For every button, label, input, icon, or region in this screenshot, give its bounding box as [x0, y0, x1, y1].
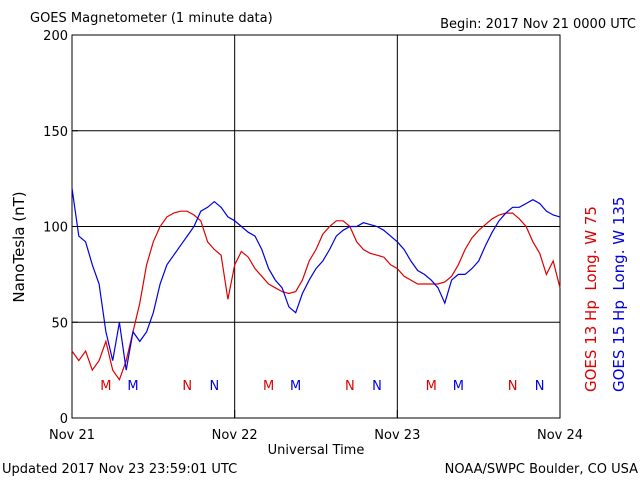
x-tick-label: Nov 23: [374, 428, 420, 443]
annotation: N: [345, 379, 355, 394]
footer-left: Updated 2017 Nov 23 23:59:01 UTC: [2, 462, 237, 477]
annotation: N: [182, 379, 192, 394]
y-tick-label: 0: [60, 412, 68, 427]
plot-frame: [71, 34, 561, 419]
y-axis-label: NanoTesla (nT): [10, 191, 28, 302]
annotation: N: [209, 379, 219, 394]
annotation: N: [372, 379, 382, 394]
annotation: N: [508, 379, 518, 394]
annotation: N: [535, 379, 545, 394]
annotation: M: [290, 379, 301, 394]
x-tick-label: Nov 22: [212, 428, 258, 443]
chart-subtitle: Begin: 2017 Nov 21 0000 UTC: [440, 17, 636, 32]
annotation: M: [426, 379, 437, 394]
legend-label: GOES 13 Hp Long. W 75: [582, 206, 600, 392]
x-tick-label: Nov 24: [537, 428, 583, 443]
annotation: M: [263, 379, 274, 394]
y-tick-label: 200: [43, 29, 68, 44]
y-tick-label: 100: [43, 221, 68, 236]
x-axis-label: Universal Time: [268, 443, 365, 458]
x-tick-label: Nov 21: [49, 428, 95, 443]
legend-label: GOES 15 Hp Long. W 135: [610, 197, 628, 392]
series-line: [71, 188, 561, 371]
annotation: M: [127, 379, 138, 394]
annotation: M: [100, 379, 111, 394]
chart-title: GOES Magnetometer (1 minute data): [30, 11, 273, 26]
series-line: [71, 210, 561, 381]
footer-right: NOAA/SWPC Boulder, CO USA: [445, 462, 638, 477]
y-tick-label: 50: [51, 316, 68, 331]
y-tick-label: 150: [43, 125, 68, 140]
annotation: M: [453, 379, 464, 394]
